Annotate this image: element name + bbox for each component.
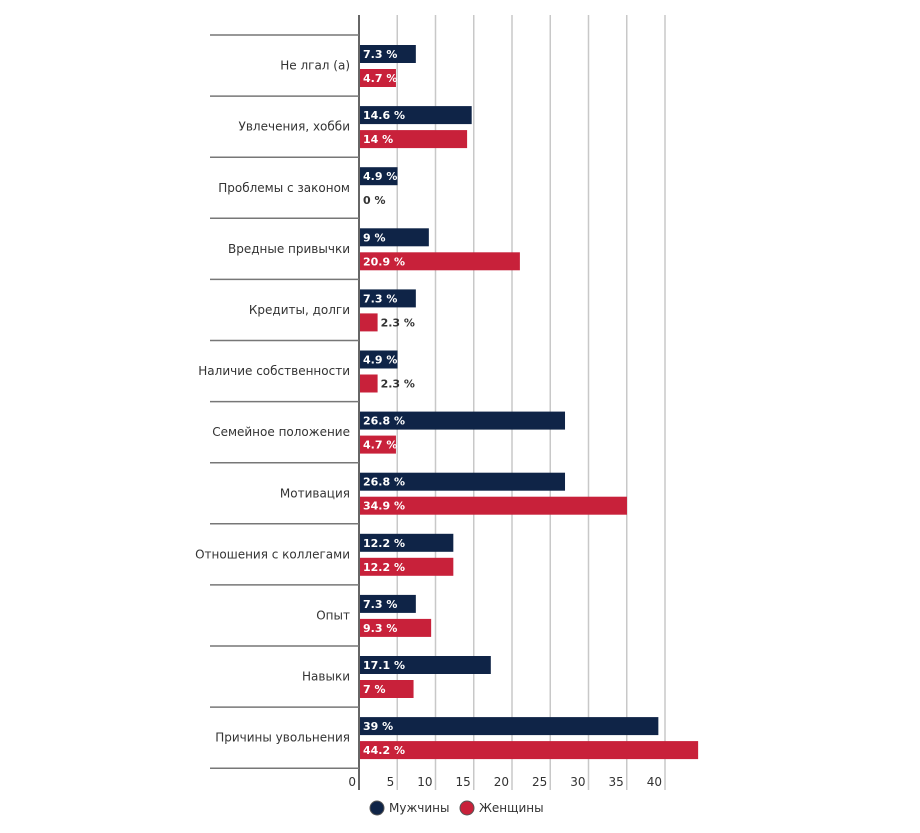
x-tick-label: 30 xyxy=(570,775,585,789)
bar-women xyxy=(360,618,432,637)
data-label: 12.2 % xyxy=(363,561,405,574)
bar-men xyxy=(360,656,491,674)
data-label: 34.9 % xyxy=(363,500,405,513)
bar-women xyxy=(360,435,396,454)
bar-men xyxy=(360,289,416,308)
bar-women xyxy=(360,680,414,698)
legend-marker-women xyxy=(459,800,475,816)
data-label: 2.3 % xyxy=(381,316,415,329)
legend-marker-men xyxy=(369,800,385,816)
data-label: 7.3 % xyxy=(363,48,397,61)
data-label: 7.3 % xyxy=(363,598,397,611)
data-label: 9.3 % xyxy=(363,622,397,635)
bar-women xyxy=(360,69,396,87)
x-tick-label: 20 xyxy=(494,775,509,789)
data-label: 7.3 % xyxy=(363,292,397,305)
category-label: Навыки xyxy=(302,670,350,684)
data-label: 12.2 % xyxy=(363,537,405,550)
x-tick-label: 5 xyxy=(387,775,395,789)
bar-men xyxy=(360,167,398,186)
data-label: 26.8 % xyxy=(363,476,405,489)
bar-men xyxy=(360,350,398,369)
legend-label: Женщины xyxy=(479,801,544,815)
bar-men xyxy=(360,472,566,491)
category-label: Увлечения, хобби xyxy=(239,120,350,134)
x-tick-label: 35 xyxy=(608,775,623,789)
data-label: 44.2 % xyxy=(363,744,405,757)
data-label: 17.1 % xyxy=(363,659,405,672)
bar-men xyxy=(360,594,416,613)
category-label: Кредиты, долги xyxy=(249,303,350,317)
bar-women xyxy=(360,374,378,393)
bar-women xyxy=(360,557,454,576)
data-label: 39 % xyxy=(363,720,393,733)
data-label: 4.9 % xyxy=(363,170,397,183)
data-label: 20.9 % xyxy=(363,255,405,268)
category-label: Отношения с коллегами xyxy=(195,547,350,561)
bar-women xyxy=(360,313,378,332)
data-label: 4.7 % xyxy=(363,439,397,452)
category-label: Причины увольнения xyxy=(215,731,350,745)
data-label: 14 % xyxy=(363,133,393,146)
data-label: 26.8 % xyxy=(363,415,405,428)
data-label: 7 % xyxy=(363,683,386,696)
legend-label: Мужчины xyxy=(389,801,449,815)
category-label: Наличие собственности xyxy=(198,364,350,378)
bar-men xyxy=(360,45,416,63)
data-label: 4.7 % xyxy=(363,72,397,85)
bar-men xyxy=(360,717,659,736)
bar-men xyxy=(360,533,454,552)
data-label: 0 % xyxy=(363,194,386,207)
bar-men xyxy=(360,106,472,125)
bar-women xyxy=(360,741,699,760)
data-label: 2.3 % xyxy=(381,378,415,391)
bar-men xyxy=(360,411,566,430)
x-tick-label: 40 xyxy=(647,775,662,789)
x-tick-label: 15 xyxy=(455,775,470,789)
bar-men xyxy=(360,228,429,247)
category-label: Мотивация xyxy=(280,486,350,500)
x-tick-label: 25 xyxy=(532,775,547,789)
category-label: Семейное положение xyxy=(212,425,350,439)
bar-women xyxy=(360,252,520,271)
bar-women xyxy=(360,130,468,149)
x-tick-label: 0 xyxy=(348,775,356,789)
data-label: 14.6 % xyxy=(363,109,405,122)
category-label: Опыт xyxy=(316,608,350,622)
category-label: Проблемы с законом xyxy=(218,181,350,195)
x-tick-label: 10 xyxy=(417,775,432,789)
data-label: 9 % xyxy=(363,231,386,244)
bar-women xyxy=(360,496,627,515)
category-label: Вредные привычки xyxy=(228,242,350,256)
data-label: 4.9 % xyxy=(363,354,397,367)
category-label: Не лгал (а) xyxy=(280,59,350,73)
